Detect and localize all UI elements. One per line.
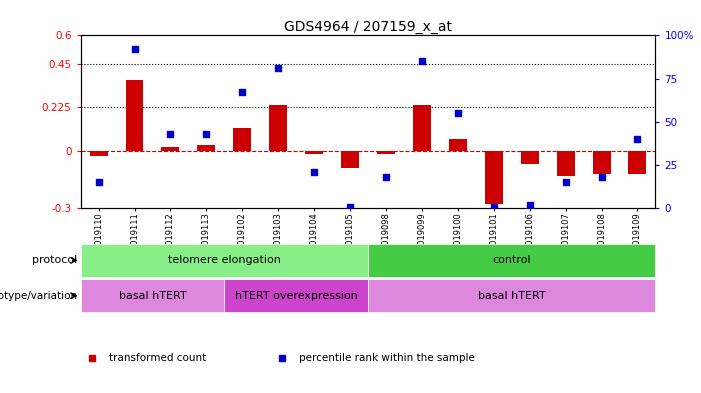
Text: genotype/variation: genotype/variation [0,291,77,301]
Text: basal hTERT: basal hTERT [478,291,545,301]
Point [165,131,176,137]
Point [488,204,499,210]
Bar [485,151,503,204]
Text: percentile rank within the sample: percentile rank within the sample [299,353,475,363]
Bar [198,145,215,151]
Bar [224,279,368,312]
Bar [305,151,323,154]
Bar [449,139,467,151]
Point [273,65,284,72]
Point [344,204,355,210]
Bar [413,105,431,151]
Point [632,136,643,142]
Point [452,110,463,116]
Point [596,174,607,180]
Bar [90,151,107,156]
Text: telomere elongation: telomere elongation [168,255,281,265]
Text: protocol: protocol [32,255,77,265]
Text: basal hTERT: basal hTERT [118,291,186,301]
Point [200,131,212,137]
Point [93,179,104,185]
Point [524,202,536,208]
Bar [557,151,575,176]
Bar [592,151,611,174]
Point [416,58,428,64]
Point [381,174,392,180]
Bar [368,279,655,312]
Bar [377,151,395,154]
Bar [629,151,646,174]
Title: GDS4964 / 207159_x_at: GDS4964 / 207159_x_at [284,20,452,34]
Text: hTERT overexpression: hTERT overexpression [235,291,358,301]
Bar [269,105,287,151]
Bar [161,147,179,151]
Bar [368,244,655,277]
Bar [521,151,538,164]
Text: transformed count: transformed count [109,353,207,363]
Text: control: control [492,255,531,265]
Bar [125,79,144,151]
Bar [81,279,224,312]
Bar [233,128,251,151]
Bar [81,244,368,277]
Bar [341,151,359,168]
Point [560,179,571,185]
Point [308,169,320,175]
Point [237,89,248,95]
Point [129,46,140,52]
